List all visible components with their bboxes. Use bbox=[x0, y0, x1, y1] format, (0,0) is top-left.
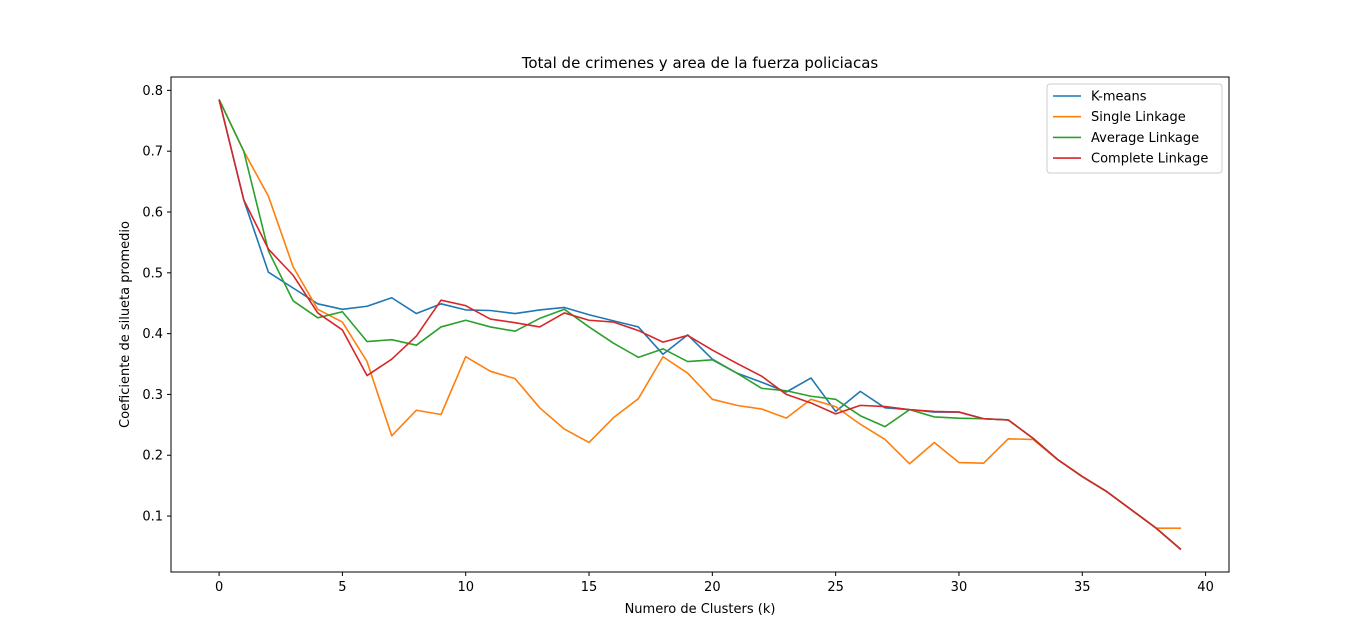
plot-area bbox=[170, 76, 1230, 573]
y-tick-label: 0.7 bbox=[142, 145, 163, 160]
y-axis-label: Coeficiente de silueta promedio bbox=[118, 221, 133, 428]
x-axis: 0 5 10 15 20 25 30 35 40 bbox=[215, 572, 1214, 595]
x-tick-label: 15 bbox=[581, 580, 598, 595]
y-tick-label: 0.8 bbox=[142, 84, 163, 99]
y-tick-label: 0.2 bbox=[142, 449, 163, 464]
x-tick-label: 5 bbox=[338, 580, 346, 595]
y-tick-label: 0.5 bbox=[142, 266, 163, 281]
y-tick-label: 0.3 bbox=[142, 388, 163, 403]
x-axis-label: Numero de Clusters (k) bbox=[625, 602, 776, 617]
legend-label-1: Single Linkage bbox=[1091, 110, 1186, 125]
legend-label-2: Average Linkage bbox=[1091, 131, 1199, 146]
legend-label-0: K-means bbox=[1091, 90, 1147, 105]
chart-title: Total de crimenes y area de la fuerza po… bbox=[521, 54, 879, 72]
series-layer bbox=[218, 99, 1182, 551]
y-tick-label: 0.6 bbox=[142, 206, 163, 221]
x-tick-label: 20 bbox=[704, 580, 721, 595]
x-tick-label: 0 bbox=[215, 580, 223, 595]
plot-frame bbox=[170, 76, 1230, 573]
series-line-3 bbox=[218, 99, 1182, 551]
y-tick-label: 0.1 bbox=[142, 510, 163, 525]
legend: K-means Single Linkage Average Linkage Comp… bbox=[1046, 83, 1223, 174]
x-tick-label: 10 bbox=[457, 580, 474, 595]
series-line-1 bbox=[218, 99, 1181, 530]
x-tick-label: 35 bbox=[1074, 580, 1091, 595]
legend-label-3: Complete Linkage bbox=[1091, 152, 1208, 167]
y-axis: 0.1 0.2 0.3 0.4 0.5 0.6 0.7 0.8 bbox=[142, 84, 171, 525]
y-tick-label: 0.4 bbox=[142, 327, 163, 342]
x-tick-label: 25 bbox=[827, 580, 844, 595]
legend-box bbox=[1046, 83, 1223, 174]
x-tick-label: 30 bbox=[951, 580, 968, 595]
x-tick-label: 40 bbox=[1197, 580, 1214, 595]
